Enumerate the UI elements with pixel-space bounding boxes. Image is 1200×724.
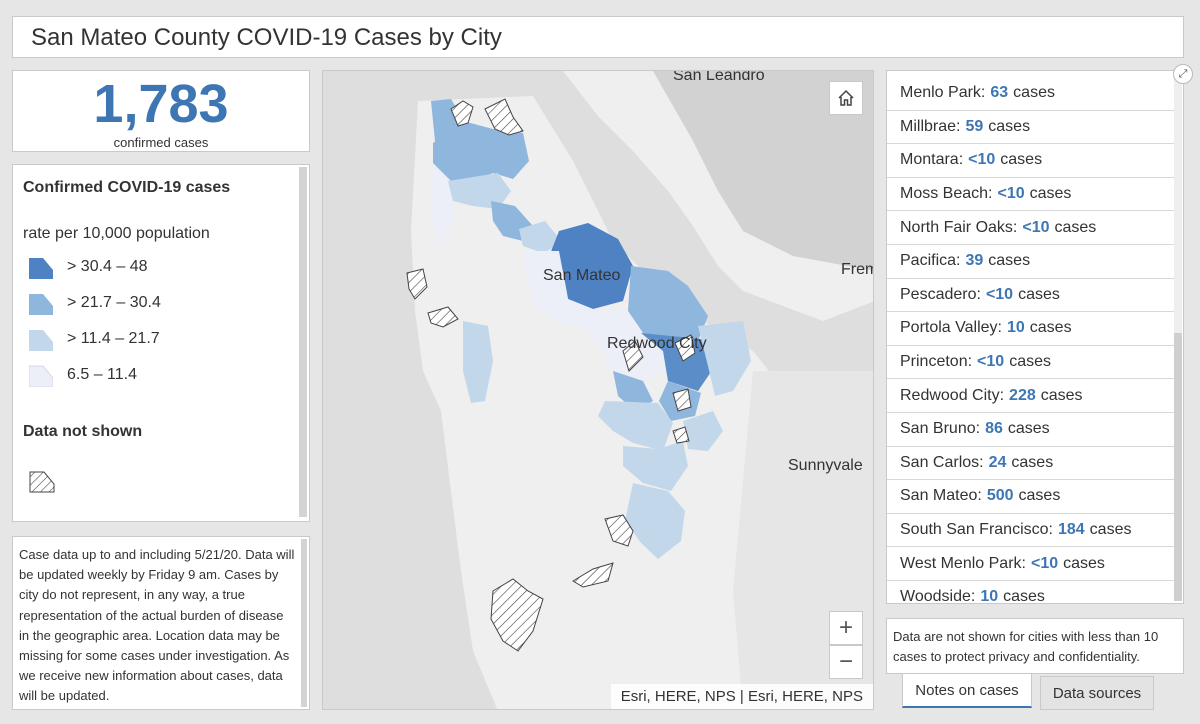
- hatch-princeton: [427, 306, 459, 328]
- region-woodside: [598, 401, 673, 451]
- hatch-ladera: [672, 388, 692, 412]
- label-fremont: Frem: [841, 261, 873, 278]
- hatch-emerald-hills: [622, 340, 644, 372]
- region-san-mateo: [548, 223, 633, 309]
- home-button[interactable]: [829, 81, 863, 115]
- city-list: Menlo Park: 63 cases Millbrae: 59 cases Mont…: [887, 77, 1175, 603]
- list-item[interactable]: Millbrae: 59 cases: [887, 111, 1175, 145]
- region-burlingame: [519, 221, 563, 253]
- note-scrollbar[interactable]: [301, 539, 307, 707]
- region-south-san-francisco: [433, 121, 529, 183]
- case-data-note-panel: Case data up to and including 5/21/20. D…: [12, 536, 310, 710]
- list-item[interactable]: Pescadero: <10 cases: [887, 279, 1175, 313]
- confirmed-cases-count: 1,783: [93, 74, 229, 134]
- region-half-moon-bay: [463, 321, 493, 403]
- region-redwood-shores: [613, 371, 653, 411]
- legend-scrollbar[interactable]: [299, 167, 307, 517]
- city-list-scrollbar-thumb[interactable]: [1174, 333, 1182, 601]
- legend-panel: Confirmed COVID-19 cases rate per 10,000…: [12, 164, 310, 522]
- legend-label-1: > 30.4 – 48: [67, 258, 148, 275]
- list-item[interactable]: Princeton: <10 cases: [887, 346, 1175, 380]
- hatch-north-fair-oaks: [674, 334, 696, 362]
- hatch-montara: [406, 268, 428, 300]
- hatch-pescadero: [604, 514, 634, 547]
- region-san-bruno: [448, 173, 511, 209]
- title-bar: San Mateo County COVID-19 Cases by City: [12, 16, 1184, 58]
- label-san-mateo: San Mateo: [543, 267, 621, 284]
- hatch-colma: [450, 100, 474, 127]
- label-redwood-city: Redwood City: [607, 335, 707, 352]
- expand-icon[interactable]: ⤢: [1173, 64, 1193, 84]
- map-view[interactable]: San Leandro Frem San Mateo Redwood City …: [322, 70, 874, 710]
- legend-no-data-title: Data not shown: [23, 423, 143, 440]
- zoom-out-button[interactable]: −: [829, 645, 863, 679]
- legend-swatch-3: [29, 330, 53, 351]
- region-pacifica: [431, 163, 453, 249]
- privacy-note-panel: Data are not shown for cities with less …: [886, 618, 1184, 674]
- list-item[interactable]: Portola Valley: 10 cases: [887, 312, 1175, 346]
- legend-label-3: > 11.4 – 21.7: [67, 330, 160, 347]
- region-portola-valley: [623, 441, 688, 491]
- region-redwood-city: [641, 333, 715, 391]
- list-item[interactable]: Moss Beach: <10 cases: [887, 178, 1175, 212]
- hatch-la-honda-rural: [490, 578, 544, 652]
- legend-class-3: > 11.4 – 21.7: [29, 327, 160, 351]
- region-west-menlo-park: [683, 411, 723, 451]
- city-list-panel: Menlo Park: 63 cases Millbrae: 59 cases Mont…: [886, 70, 1184, 604]
- privacy-note: Data are not shown for cities with less …: [893, 629, 1159, 664]
- legend-label-2: > 21.7 – 30.4: [67, 294, 161, 311]
- tab-notes-on-cases[interactable]: Notes on cases: [902, 674, 1032, 708]
- list-item[interactable]: Pacifica: 39 cases: [887, 245, 1175, 279]
- tab-data-sources[interactable]: Data sources: [1040, 676, 1154, 710]
- list-item[interactable]: San Carlos: 24 cases: [887, 447, 1175, 481]
- label-san-leandro: San Leandro: [673, 70, 765, 84]
- list-item[interactable]: Woodside: 10 cases: [887, 581, 1175, 603]
- list-item[interactable]: Redwood City: 228 cases: [887, 379, 1175, 413]
- case-data-note: Case data up to and including 5/21/20. D…: [19, 547, 295, 704]
- legend-subtitle: rate per 10,000 population: [23, 225, 210, 242]
- label-sunnyvale: Sunnyvale: [788, 457, 863, 474]
- legend-label-4: 6.5 – 11.4: [67, 366, 137, 383]
- hatch-loma-mar: [672, 426, 690, 444]
- east-bay-hills: [653, 71, 873, 271]
- legend-class-4: 6.5 – 11.4: [29, 363, 137, 387]
- region-foster-city: [628, 266, 708, 351]
- home-icon: [838, 89, 854, 106]
- list-item[interactable]: Montara: <10 cases: [887, 144, 1175, 178]
- zoom-in-button[interactable]: +: [829, 611, 863, 645]
- map-canvas[interactable]: [323, 71, 874, 710]
- confirmed-cases-caption: confirmed cases: [113, 135, 209, 150]
- hatch-swatch-icon: [29, 471, 55, 493]
- list-item[interactable]: San Mateo: 500 cases: [887, 480, 1175, 514]
- legend-swatch-1: [29, 258, 53, 279]
- list-item[interactable]: Menlo Park: 63 cases: [887, 77, 1175, 111]
- list-item[interactable]: South San Francisco: 184 cases: [887, 514, 1175, 548]
- legend-class-1: > 30.4 – 48: [29, 255, 148, 279]
- legend-swatch-4: [29, 365, 53, 387]
- hatch-brisbane: [484, 98, 524, 136]
- list-item[interactable]: San Bruno: 86 cases: [887, 413, 1175, 447]
- legend-title: Confirmed COVID-19 cases: [23, 179, 231, 196]
- list-item[interactable]: West Menlo Park: <10 cases: [887, 547, 1175, 581]
- confirmed-cases-indicator: 1,783 confirmed cases: [12, 70, 310, 152]
- region-menlo-park: [698, 321, 751, 396]
- page-title: San Mateo County COVID-19 Cases by City: [31, 24, 502, 51]
- legend-class-2: > 21.7 – 30.4: [29, 291, 161, 315]
- region-la-honda: [625, 483, 685, 559]
- list-item[interactable]: North Fair Oaks: <10 cases: [887, 211, 1175, 245]
- legend-swatch-2: [29, 294, 53, 315]
- map-attribution: Esri, HERE, NPS | Esri, HERE, NPS: [610, 684, 873, 709]
- hatch-san-gregorio: [572, 562, 614, 588]
- region-hillsborough: [523, 251, 593, 329]
